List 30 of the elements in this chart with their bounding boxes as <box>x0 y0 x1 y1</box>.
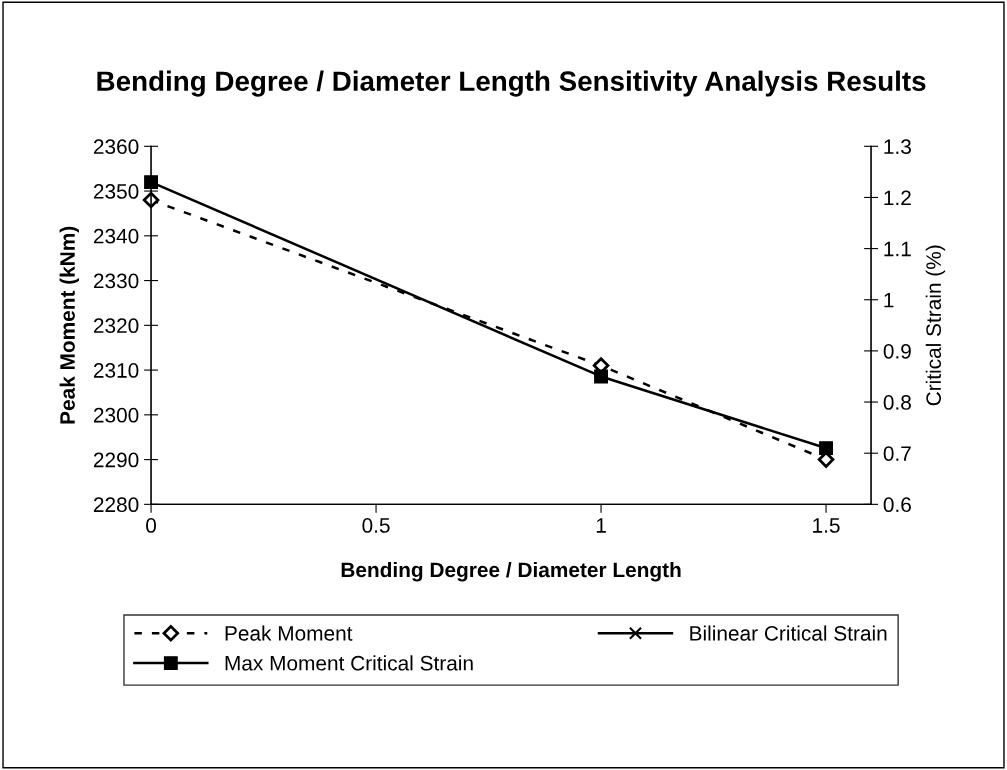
x-tick-label: 1 <box>596 518 606 533</box>
y-tick-label: 2350 <box>93 184 139 199</box>
legend-label: Peak Moment <box>225 625 353 641</box>
y-tick-label: 2300 <box>93 407 139 423</box>
y2-tick-label: 0.6 <box>883 497 911 513</box>
point <box>819 441 833 456</box>
y2-tick-label: 0.8 <box>883 395 911 410</box>
point <box>594 369 608 384</box>
legend-label: Bilinear Critical Strain <box>690 625 887 641</box>
y2-tick-label: 1 <box>884 292 894 308</box>
x-tick-label: 0 <box>146 518 157 533</box>
y-tick-label: 2280 <box>93 497 139 513</box>
y2-tick-label: 1.3 <box>884 139 911 155</box>
y2-axis-title: Critical Strain (%) <box>925 245 946 406</box>
x-tick-label: 0.5 <box>362 518 390 533</box>
legend-label: Max Moment Critical Strain <box>225 655 473 671</box>
y-tick-label: 2310 <box>93 363 139 378</box>
y-axis-title: Peak Moment (kNm) <box>59 226 80 424</box>
chart-title: Bending Degree / Diameter Length Sensitivity Analysis Results <box>97 70 926 97</box>
y2-tick-label: 1.2 <box>884 190 911 205</box>
y2-tick-label: 0.7 <box>883 446 911 461</box>
y-tick-label: 2360 <box>93 139 139 155</box>
x-tick-label: 1.5 <box>813 518 840 533</box>
x-axis-title: Bending Degree / Diameter Length <box>341 561 681 582</box>
y2-tick-label: 1.1 <box>884 241 911 257</box>
y-tick-label: 2320 <box>93 318 139 334</box>
y-tick-label: 2330 <box>93 273 139 289</box>
y2-tick-label: 0.9 <box>883 343 911 359</box>
y-tick-label: 2340 <box>93 228 139 244</box>
y-tick-label: 2290 <box>93 452 139 468</box>
